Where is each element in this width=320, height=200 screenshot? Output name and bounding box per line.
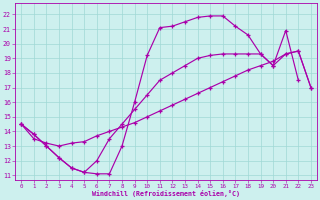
X-axis label: Windchill (Refroidissement éolien,°C): Windchill (Refroidissement éolien,°C) xyxy=(92,190,240,197)
